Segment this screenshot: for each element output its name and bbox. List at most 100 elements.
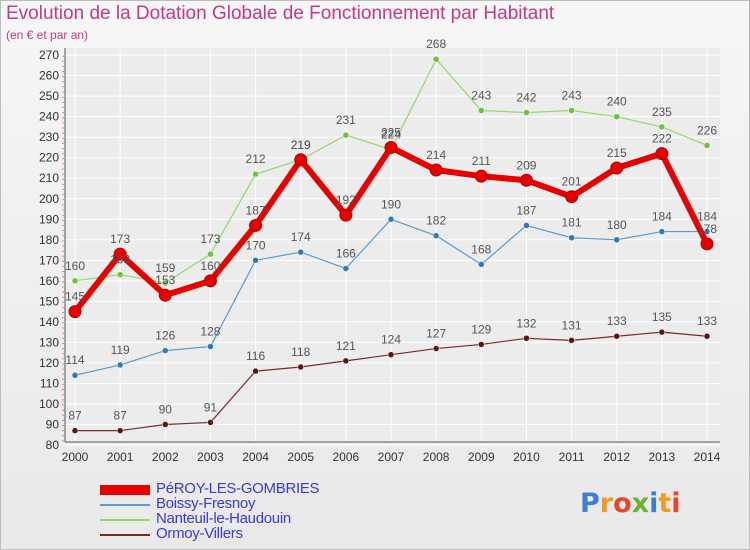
data-point xyxy=(519,173,533,187)
x-tick-label: 2011 xyxy=(559,450,585,464)
data-label: 160 xyxy=(200,259,220,273)
x-tick-label: 2008 xyxy=(423,450,450,464)
minor-tick xyxy=(62,424,64,427)
minor-tick xyxy=(62,117,64,119)
data-point xyxy=(249,218,263,232)
minor-tick xyxy=(62,332,64,334)
data-label: 128 xyxy=(200,325,220,339)
logo-letter: P xyxy=(580,488,600,519)
minor-tick xyxy=(62,199,64,201)
legend-swatch xyxy=(100,504,150,506)
minor-tick xyxy=(62,158,64,160)
minor-tick xyxy=(62,378,64,380)
minor-tick xyxy=(62,147,64,150)
data-label: 153 xyxy=(155,273,175,287)
data-label: 182 xyxy=(426,214,446,228)
data-label: 135 xyxy=(652,310,672,324)
data-label: 173 xyxy=(110,232,130,246)
minor-tick xyxy=(62,270,64,273)
data-point xyxy=(207,419,214,426)
data-point xyxy=(429,163,443,177)
minor-tick xyxy=(62,260,64,262)
minor-tick xyxy=(62,153,64,155)
minor-tick xyxy=(62,224,64,227)
data-point xyxy=(474,169,488,183)
minor-tick xyxy=(62,296,64,298)
minor-tick xyxy=(62,194,64,196)
data-label: 231 xyxy=(336,113,356,127)
minor-tick xyxy=(62,337,64,339)
minor-tick xyxy=(62,358,64,360)
minor-tick xyxy=(62,317,64,319)
data-label: 170 xyxy=(246,238,266,252)
data-point xyxy=(387,216,395,223)
minor-tick xyxy=(62,122,64,124)
data-label: 222 xyxy=(652,132,672,146)
y-tick-label: 180 xyxy=(39,233,59,247)
data-label: 87 xyxy=(68,409,82,423)
data-point xyxy=(432,55,440,63)
minor-tick xyxy=(62,399,64,401)
x-tick-label: 2014 xyxy=(694,450,721,464)
y-tick-label: 110 xyxy=(40,376,59,390)
data-label: 219 xyxy=(291,138,311,152)
minor-tick xyxy=(62,430,64,432)
minor-tick xyxy=(62,76,64,78)
data-point xyxy=(207,343,214,350)
legend-label: Ormoy-Villers xyxy=(156,525,243,542)
minor-tick xyxy=(62,291,64,293)
data-point xyxy=(113,247,127,261)
logo-letter: t xyxy=(658,488,672,519)
data-label: 243 xyxy=(562,89,582,103)
data-point xyxy=(478,341,485,348)
minor-tick xyxy=(62,229,64,232)
logo-letter: x xyxy=(631,488,650,519)
data-label: 180 xyxy=(607,218,627,232)
data-label: 133 xyxy=(607,314,627,328)
data-label: 91 xyxy=(204,400,218,414)
data-label: 145 xyxy=(65,290,85,304)
minor-tick xyxy=(62,209,64,211)
minor-tick xyxy=(62,435,64,437)
data-point xyxy=(207,250,214,258)
data-point xyxy=(523,222,530,229)
data-label: 209 xyxy=(516,158,536,172)
minor-tick xyxy=(62,132,64,134)
data-point xyxy=(387,351,395,358)
minor-tick xyxy=(62,404,64,406)
data-label: 242 xyxy=(516,91,536,105)
minor-tick xyxy=(62,101,64,103)
data-point xyxy=(71,427,79,434)
minor-tick xyxy=(62,81,64,83)
data-point xyxy=(568,107,575,114)
minor-tick xyxy=(62,409,64,411)
minor-tick xyxy=(62,347,64,350)
data-point xyxy=(162,279,169,287)
data-label: 160 xyxy=(65,259,85,273)
x-tick-label: 2007 xyxy=(378,450,405,464)
minor-tick xyxy=(62,245,64,247)
data-point xyxy=(613,332,620,340)
y-tick-label: 120 xyxy=(39,356,59,370)
data-label: 168 xyxy=(471,242,491,256)
data-point xyxy=(565,190,579,204)
data-point xyxy=(432,345,440,352)
minor-tick xyxy=(62,327,64,329)
y-tick-label: 250 xyxy=(39,89,59,103)
data-point xyxy=(158,288,172,302)
legend-swatch xyxy=(100,534,150,536)
data-point xyxy=(703,332,711,340)
minor-tick xyxy=(62,414,64,416)
data-point xyxy=(568,234,575,241)
chart-title: Evolution de la Dotation Globale de Fonc… xyxy=(6,3,555,24)
minor-tick xyxy=(62,214,64,216)
minor-tick xyxy=(62,388,64,391)
data-point xyxy=(342,265,350,272)
x-tick-label: 2009 xyxy=(468,450,495,464)
data-label: 114 xyxy=(65,353,84,367)
y-tick-label: 190 xyxy=(39,212,59,226)
data-point xyxy=(203,274,217,288)
y-tick-label: 200 xyxy=(39,192,59,206)
data-point xyxy=(613,236,620,244)
